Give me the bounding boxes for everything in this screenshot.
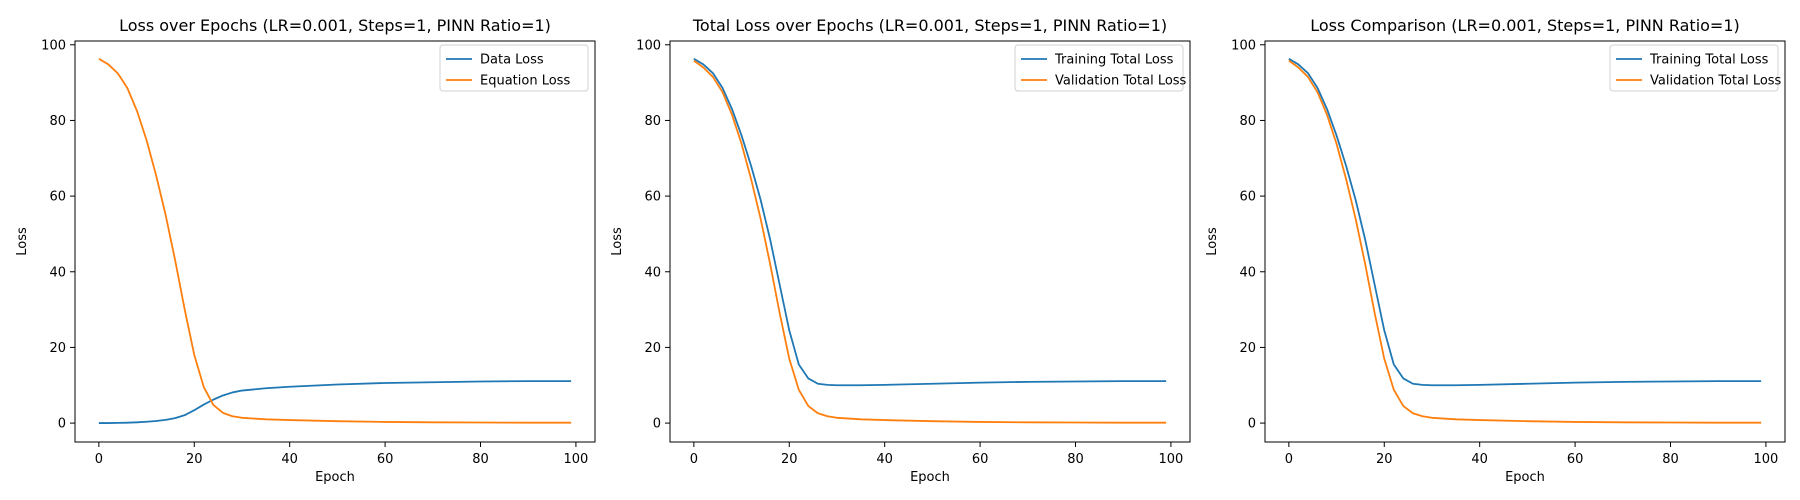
legend-box: [1014, 44, 1184, 92]
y-tick-label: 20: [644, 341, 661, 356]
axis-ticks: 0 20 40 60 80 100 0 20 40 60 80 100: [636, 38, 1183, 467]
y-tick-label: 0: [653, 417, 661, 432]
x-tick-label: 80: [1067, 452, 1084, 467]
x-axis-label: Epoch: [1505, 470, 1545, 485]
x-tick-label: 40: [876, 452, 893, 467]
y-axis-label: Loss: [610, 227, 625, 256]
x-tick-label: 100: [1159, 452, 1184, 467]
series-line-validation-total-loss: [1288, 59, 1762, 424]
y-tick-label: 80: [1239, 114, 1256, 129]
y-tick-label: 40: [644, 265, 661, 280]
y-tick-label: 60: [1239, 190, 1256, 205]
series-line-data-loss: [98, 380, 572, 424]
chart-panel-loss-over-epochs: Loss over Epochs (LR=0.001, Steps=1, PIN…: [15, 16, 596, 485]
chart-panel-total-loss-over-epochs: Total Loss over Epochs (LR=0.001, Steps=…: [610, 16, 1191, 485]
y-tick-label: 0: [1248, 417, 1256, 432]
y-tick-label: 100: [41, 38, 66, 53]
x-tick-label: 80: [1662, 452, 1679, 467]
y-tick-label: 20: [49, 341, 66, 356]
plot-series: [98, 58, 572, 424]
plot-series: [693, 58, 1167, 424]
x-tick-label: 0: [1285, 452, 1293, 467]
chart-panel-loss-comparison: Loss Comparison (LR=0.001, Steps=1, PINN…: [1205, 16, 1786, 485]
x-tick-label: 80: [472, 452, 489, 467]
chart-title: Loss over Epochs (LR=0.001, Steps=1, PIN…: [119, 16, 551, 35]
x-tick-label: 100: [1754, 452, 1779, 467]
series-line-training-total-loss: [693, 58, 1167, 387]
y-axis-label: Loss: [1205, 227, 1220, 256]
x-tick-label: 0: [690, 452, 698, 467]
x-axis-label: Epoch: [910, 470, 950, 485]
chart-title: Total Loss over Epochs (LR=0.001, Steps=…: [692, 16, 1167, 35]
legend: Data Loss Equation Loss: [439, 44, 589, 92]
y-tick-label: 60: [644, 190, 661, 205]
y-tick-label: 0: [58, 417, 66, 432]
legend-entry: Data Loss: [480, 53, 544, 68]
y-tick-label: 40: [1239, 265, 1256, 280]
x-tick-label: 60: [1567, 452, 1584, 467]
legend-entry: Training Total Loss: [1054, 53, 1174, 68]
plot-series: [1288, 58, 1762, 424]
legend-entry: Training Total Loss: [1649, 53, 1769, 68]
y-tick-label: 60: [49, 190, 66, 205]
series-line-training-total-loss: [1288, 58, 1762, 387]
x-tick-label: 20: [186, 452, 203, 467]
legend: Training Total Loss Validation Total Los…: [1014, 44, 1187, 92]
x-tick-label: 100: [564, 452, 589, 467]
x-tick-label: 60: [377, 452, 394, 467]
x-tick-label: 40: [1471, 452, 1488, 467]
plot-frame: [669, 40, 1191, 443]
legend-box: [439, 44, 589, 92]
plot-frame: [74, 40, 596, 443]
x-tick-label: 20: [781, 452, 798, 467]
legend-entry: Validation Total Loss: [1055, 74, 1187, 89]
legend-entry: Validation Total Loss: [1650, 74, 1782, 89]
y-tick-label: 20: [1239, 341, 1256, 356]
series-line-equation-loss: [98, 58, 572, 424]
x-axis-label: Epoch: [315, 470, 355, 485]
y-tick-label: 40: [49, 265, 66, 280]
y-tick-label: 100: [1231, 38, 1256, 53]
y-tick-label: 100: [636, 38, 661, 53]
x-tick-label: 60: [972, 452, 989, 467]
series-line-validation-total-loss: [693, 59, 1167, 424]
axis-ticks: 0 20 40 60 80 100 0 20 40 60 80 100: [41, 38, 588, 467]
y-axis-label: Loss: [15, 227, 30, 256]
y-tick-label: 80: [644, 114, 661, 129]
chart-title: Loss Comparison (LR=0.001, Steps=1, PINN…: [1310, 16, 1740, 35]
x-tick-label: 40: [281, 452, 298, 467]
legend: Training Total Loss Validation Total Los…: [1609, 44, 1782, 92]
y-tick-label: 80: [49, 114, 66, 129]
x-tick-label: 20: [1376, 452, 1393, 467]
axis-ticks: 0 20 40 60 80 100 0 20 40 60 80 100: [1231, 38, 1778, 467]
legend-entry: Equation Loss: [480, 74, 570, 89]
plot-frame: [1264, 40, 1786, 443]
legend-box: [1609, 44, 1779, 92]
x-tick-label: 0: [95, 452, 103, 467]
